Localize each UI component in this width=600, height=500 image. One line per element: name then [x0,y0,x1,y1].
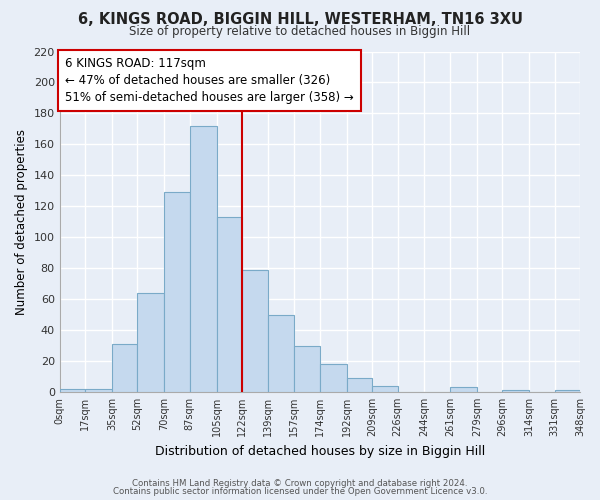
Y-axis label: Number of detached properties: Number of detached properties [15,128,28,314]
Bar [295,346,320,392]
Text: 6 KINGS ROAD: 117sqm
← 47% of detached houses are smaller (326)
51% of semi-deta: 6 KINGS ROAD: 117sqm ← 47% of detached h… [65,56,353,104]
Bar [112,344,137,392]
X-axis label: Distribution of detached houses by size in Biggin Hill: Distribution of detached houses by size … [155,444,485,458]
Text: Contains HM Land Registry data © Crown copyright and database right 2024.: Contains HM Land Registry data © Crown c… [132,478,468,488]
Bar [320,364,347,392]
Text: Size of property relative to detached houses in Biggin Hill: Size of property relative to detached ho… [130,25,470,38]
Bar [164,192,190,392]
Text: Contains public sector information licensed under the Open Government Licence v3: Contains public sector information licen… [113,487,487,496]
Bar [347,378,372,392]
Bar [137,293,164,392]
Bar [190,126,217,392]
Bar [59,389,85,392]
Bar [268,314,295,392]
Text: 6, KINGS ROAD, BIGGIN HILL, WESTERHAM, TN16 3XU: 6, KINGS ROAD, BIGGIN HILL, WESTERHAM, T… [77,12,523,28]
Bar [450,388,477,392]
Bar [242,270,268,392]
Bar [217,217,242,392]
Bar [85,389,112,392]
Bar [372,386,398,392]
Bar [502,390,529,392]
Bar [554,390,580,392]
